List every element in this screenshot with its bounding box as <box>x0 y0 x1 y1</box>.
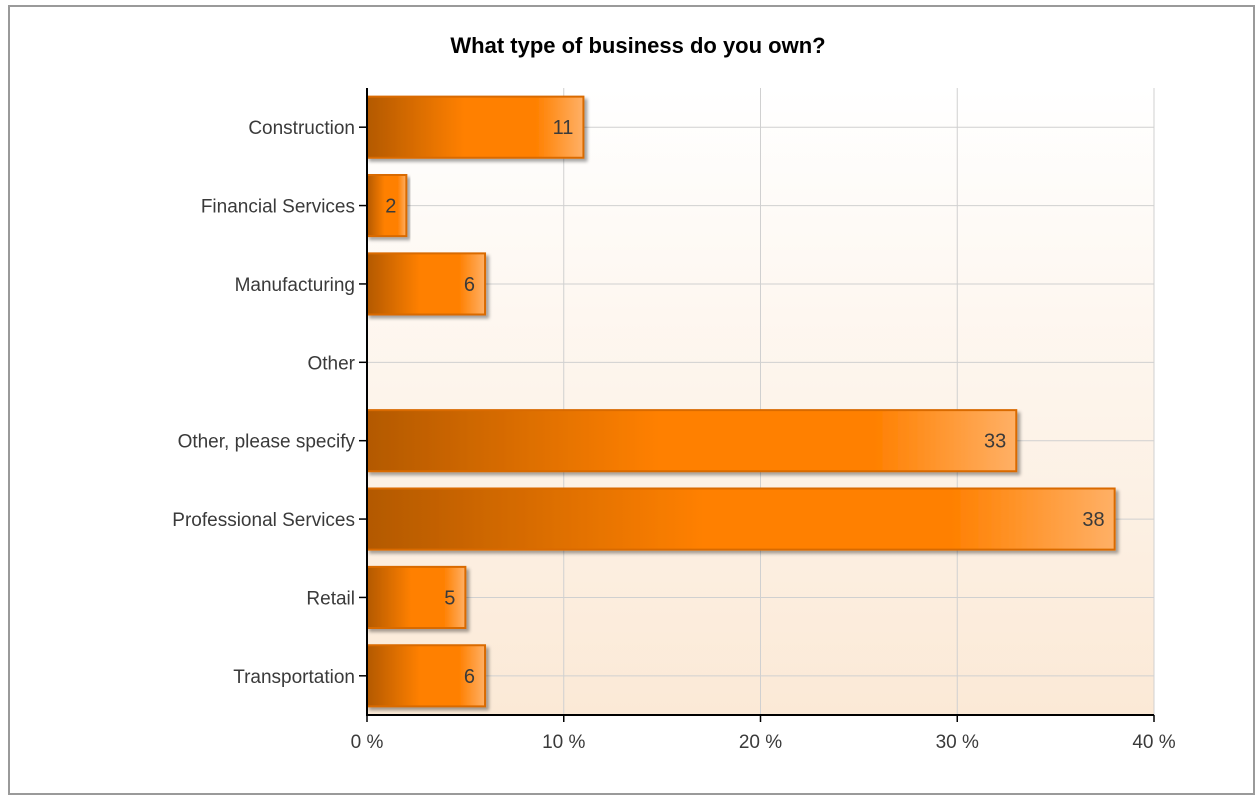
x-tick-label: 40 % <box>1132 732 1175 753</box>
bar-value-label: 11 <box>553 117 574 139</box>
bar-financial-services <box>366 173 408 238</box>
bar-value-label: 5 <box>444 587 455 609</box>
bar-manufacturing <box>366 252 487 316</box>
x-tick-label: 30 % <box>936 732 979 753</box>
tick-labels: 0 % 10 % 20 % 30 % 40 % <box>351 732 1176 753</box>
bar-value-label: 6 <box>464 666 475 688</box>
bar-professional-services <box>366 487 1116 551</box>
category-label: Other, please specify <box>178 432 356 453</box>
bar-retail <box>366 565 467 630</box>
x-tick-label: 0 % <box>351 732 384 753</box>
bar-value-label: 6 <box>464 274 475 296</box>
category-label: Transportation <box>233 667 355 688</box>
bar-other-please-specify <box>366 409 1018 473</box>
bar-value-label: 38 <box>1082 509 1104 531</box>
x-tick-label: 10 % <box>542 732 585 753</box>
category-labels: Construction Financial Services Manufactur… <box>172 118 355 688</box>
category-label: Manufacturing <box>235 275 355 296</box>
chart-title: What type of business do you own? <box>450 33 825 58</box>
bar-construction <box>366 95 585 159</box>
bar-transportation <box>366 644 487 708</box>
category-label: Professional Services <box>172 510 355 531</box>
category-label: Other <box>307 353 355 374</box>
category-label: Retail <box>306 588 355 609</box>
category-label: Construction <box>248 118 355 139</box>
bar-value-label: 2 <box>385 196 396 218</box>
category-label: Financial Services <box>201 197 355 218</box>
bar-value-label: 33 <box>984 431 1006 453</box>
x-tick-label: 20 % <box>739 732 782 753</box>
axes <box>359 88 1155 722</box>
